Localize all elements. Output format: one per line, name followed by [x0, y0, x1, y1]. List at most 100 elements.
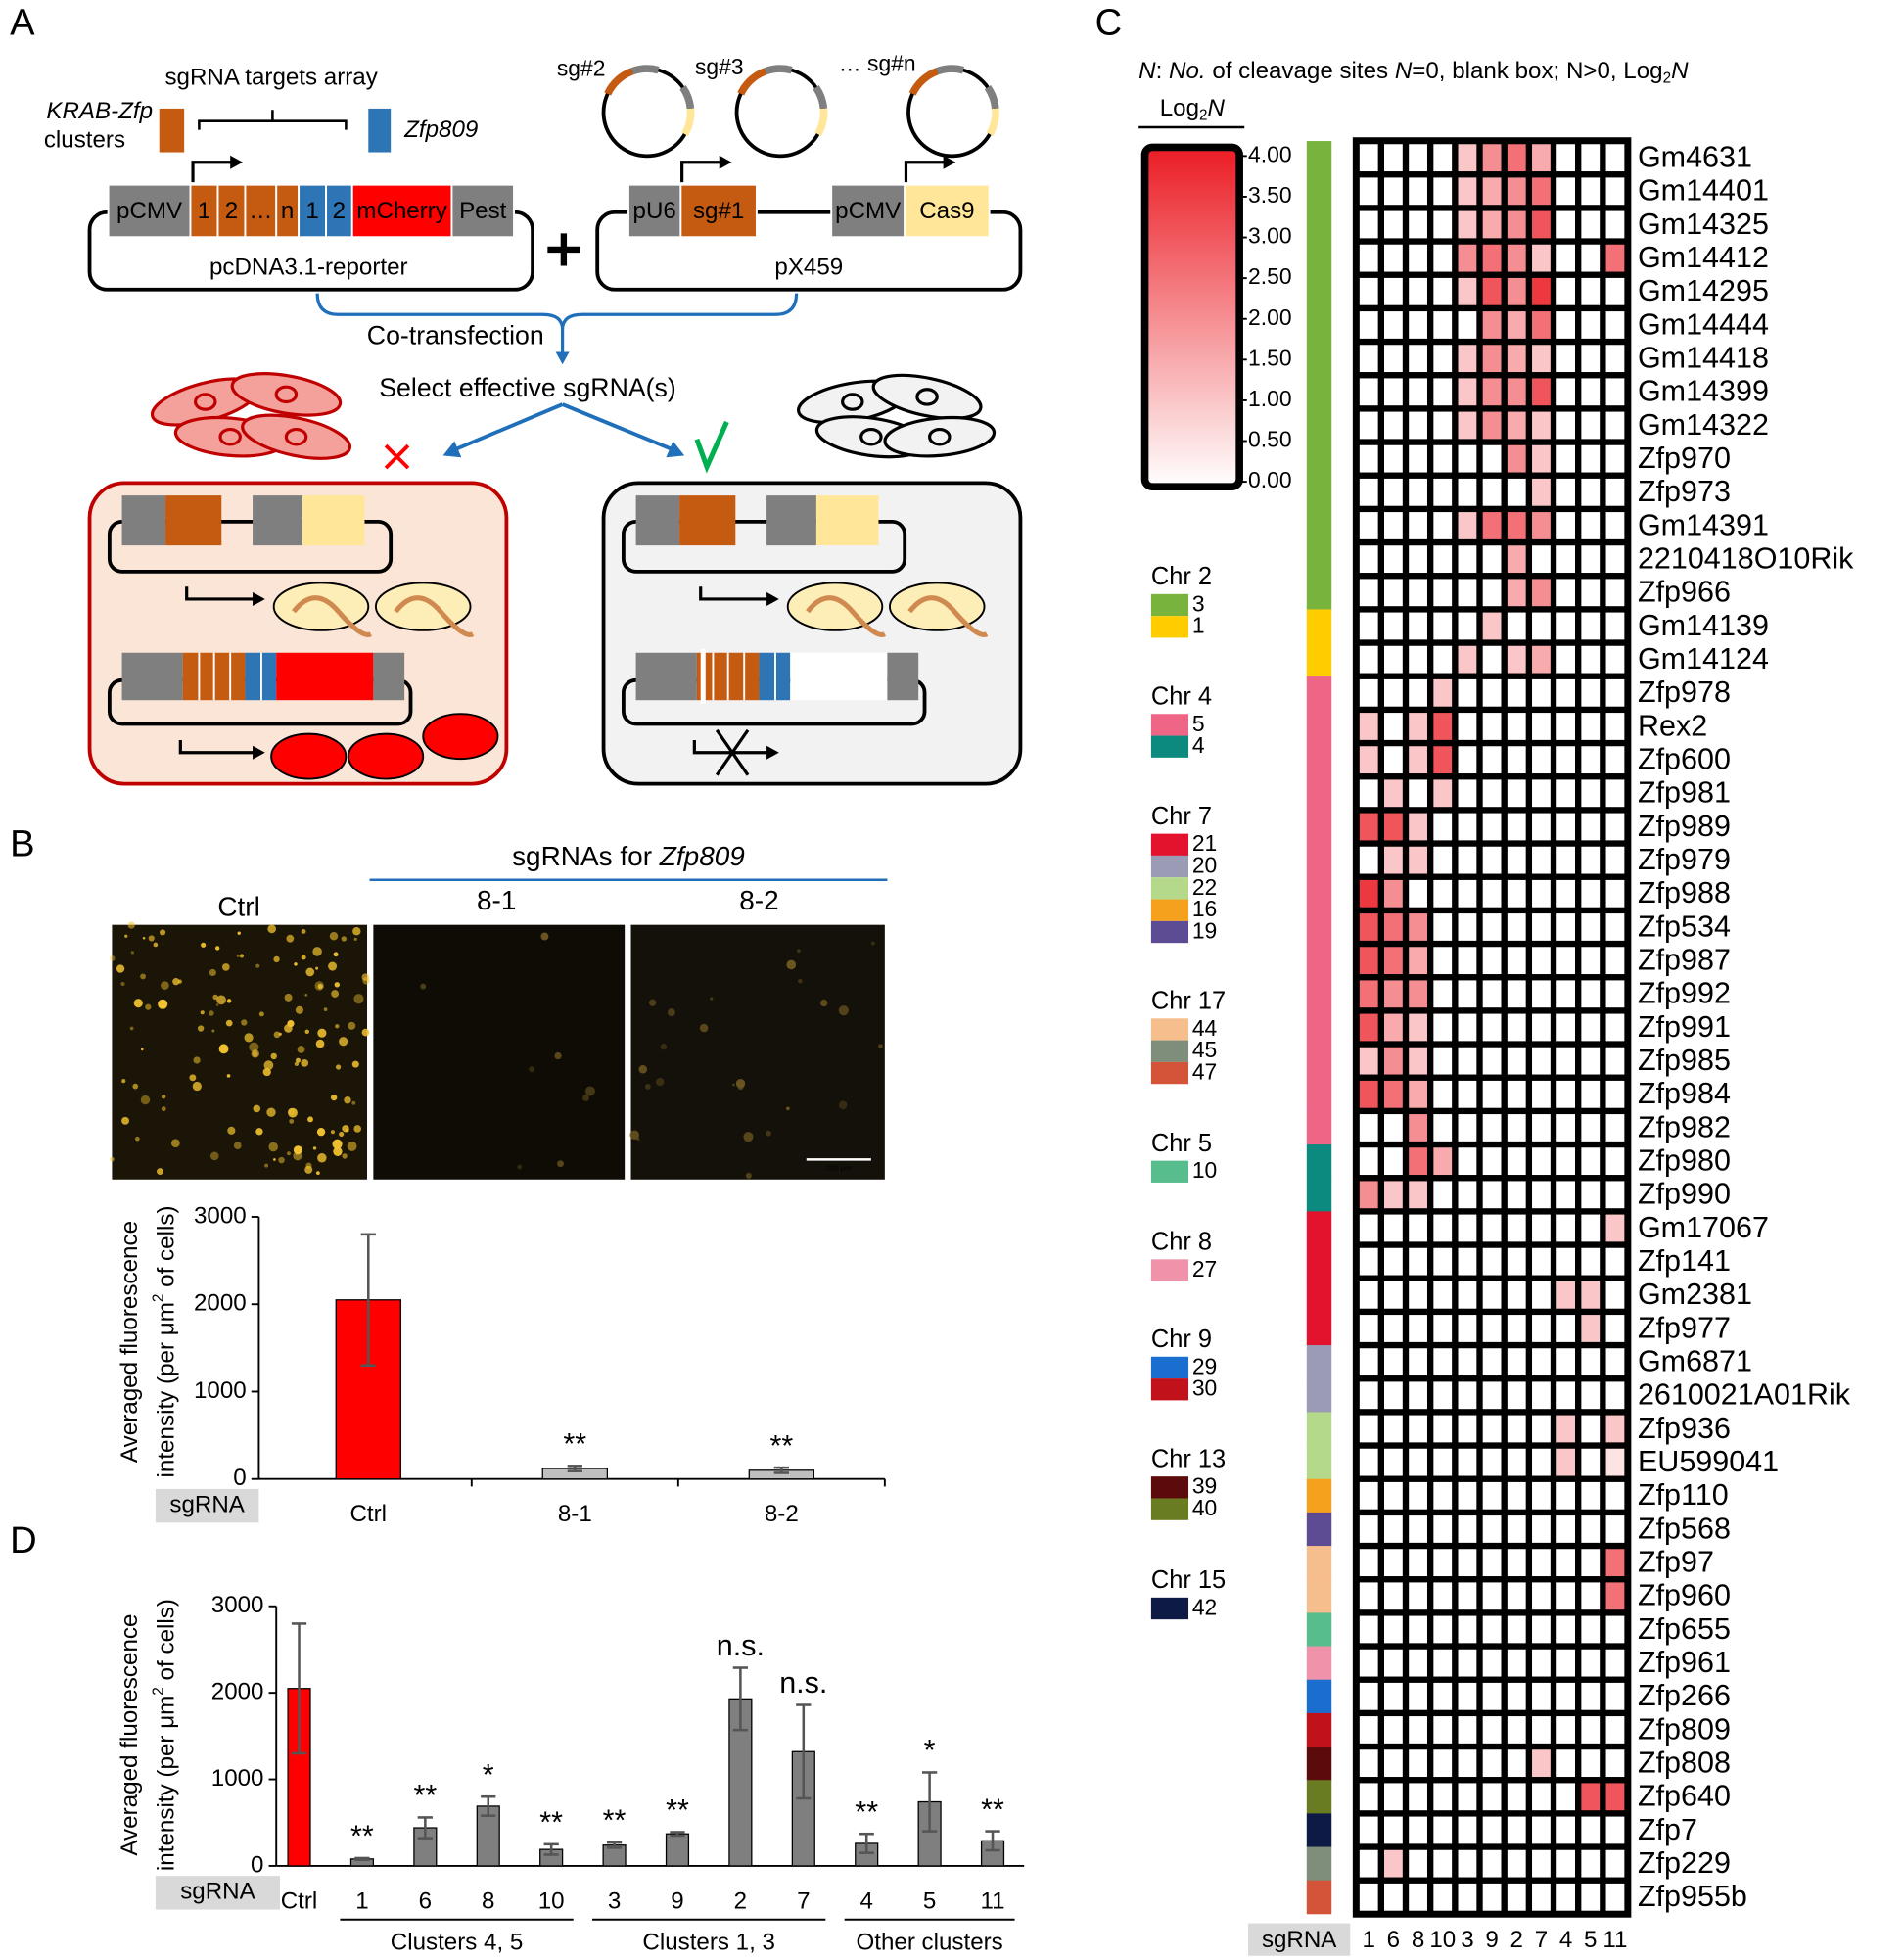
- connector: [315, 293, 799, 355]
- heatmap-cell: [1433, 1816, 1453, 1844]
- heatmap-cell: [1507, 1080, 1526, 1108]
- arrowhead: [666, 441, 685, 458]
- heatmap-cell: [1507, 1849, 1526, 1878]
- fluorescent-spot: [317, 983, 323, 990]
- fluorescent-spot: [233, 1142, 242, 1150]
- heatmap-cell: [1507, 1181, 1526, 1209]
- chromosome-color: [1306, 1010, 1332, 1045]
- heatmap-cell: [1409, 813, 1427, 841]
- chromosome-color: [1306, 1679, 1332, 1714]
- heatmap-cell: [1482, 612, 1502, 640]
- promoter-arrow: [178, 739, 255, 755]
- heatmap-cell: [1532, 277, 1551, 305]
- colorbar-tick-label: 0.50: [1248, 427, 1292, 452]
- heatmap-cell: [1433, 1749, 1453, 1778]
- heatmap-cell: [1359, 210, 1378, 239]
- heatmap-cell: [1384, 1415, 1403, 1443]
- row-label: Gm14325: [1638, 208, 1769, 241]
- heatmap-cell: [1384, 1281, 1403, 1309]
- promoter-arrow: [680, 161, 724, 183]
- heatmap-cell: [1433, 277, 1453, 305]
- arrowhead: [555, 351, 570, 365]
- heatmap-cell: [1458, 444, 1477, 473]
- heatmap-cell: [1556, 1849, 1576, 1878]
- fluorescent-spot: [870, 941, 875, 946]
- fluorescent-spot: [295, 1057, 302, 1063]
- fluorescent-spot: [157, 1168, 163, 1176]
- segment-label: 1: [305, 198, 318, 224]
- row-label: Zfp809: [1638, 1712, 1731, 1746]
- heatmap-cell: [1359, 612, 1378, 640]
- fluorescent-spot: [420, 983, 427, 990]
- heatmap-cell: [1359, 378, 1378, 406]
- heatmap-cell: [1433, 1481, 1453, 1510]
- heatmap-cell: [1605, 345, 1625, 373]
- heatmap-cell: [1359, 980, 1378, 1008]
- heatmap-cell: [1581, 1114, 1601, 1142]
- heatmap-cell: [1458, 411, 1477, 440]
- legend-title: Chr 13: [1151, 1445, 1226, 1472]
- heatmap-cell: [1384, 1816, 1403, 1844]
- heatmap-cell: [1556, 1281, 1576, 1309]
- legend-label: 22: [1192, 874, 1217, 900]
- column-label: 7: [1535, 1927, 1548, 1953]
- nucleus: [859, 427, 883, 446]
- heatmap-cell: [1482, 345, 1502, 373]
- nucleus: [284, 427, 308, 446]
- heatmap-cell: [1556, 713, 1576, 740]
- significance-label: *: [924, 1734, 936, 1767]
- reporter-segment: [121, 652, 183, 701]
- fluorescent-spot: [699, 1023, 709, 1033]
- row-label: Zfp978: [1638, 676, 1731, 709]
- heatmap-cell: [1532, 1214, 1551, 1242]
- heatmap-cell: [1507, 1013, 1526, 1042]
- fluorescent-spot: [351, 1060, 359, 1068]
- fluorescent-spot: [301, 1058, 309, 1067]
- y-axis-label-part: intensity (per μm: [154, 1696, 180, 1871]
- heatmap-cell: [1458, 746, 1477, 774]
- fluorescent-spot: [786, 959, 797, 970]
- legend-title: Chr 15: [1151, 1566, 1226, 1594]
- fluorescent-spot: [127, 921, 135, 929]
- legend-label: 3: [1192, 590, 1205, 616]
- heatmap-cell: [1605, 1181, 1625, 1209]
- x-tick-label: 8: [482, 1887, 494, 1914]
- fluorescent-spot: [347, 1141, 357, 1151]
- heatmap-cell: [1581, 1047, 1601, 1075]
- heatmap-cell: [1384, 1682, 1403, 1710]
- heatmap-cell: [1458, 311, 1477, 339]
- heatmap-cell: [1532, 1481, 1551, 1510]
- heatmap-cell: [1507, 846, 1526, 874]
- row-label: Zfp985: [1638, 1044, 1731, 1077]
- heatmap-cell: [1359, 244, 1378, 272]
- chromosome-color: [1306, 876, 1332, 911]
- heatmap-cell: [1605, 478, 1625, 506]
- y-axis-label: Averaged fluorescence: [116, 1221, 143, 1463]
- legend-swatch: [1150, 1259, 1189, 1281]
- heatmap-cell: [1359, 411, 1378, 440]
- heatmap-cell: [1482, 411, 1502, 440]
- heatmap-cell: [1433, 1147, 1453, 1176]
- heatmap-cell: [1581, 1549, 1601, 1577]
- px-segment: [121, 495, 166, 546]
- heatmap-cell: [1409, 1147, 1427, 1176]
- column-label: 6: [1387, 1927, 1400, 1953]
- heatmap-cell: [1605, 512, 1625, 539]
- fluorescent-spot: [333, 952, 339, 957]
- fluorescent-spot: [200, 1010, 205, 1015]
- header-part: of cleavage sites: [1206, 58, 1395, 84]
- fluorescent-spot: [263, 1060, 274, 1071]
- segment-label: 2: [225, 198, 238, 224]
- plasmid-label: sg#3: [695, 54, 744, 79]
- fluorescent-spot: [743, 1132, 754, 1142]
- fluorescent-spot: [667, 1008, 675, 1017]
- fluorescent-spot: [342, 1153, 348, 1159]
- heatmap-cell: [1409, 1582, 1427, 1610]
- heatmap-cell: [1384, 1515, 1403, 1543]
- fluorescent-spot: [273, 1031, 281, 1039]
- fluorescent-spot: [307, 1116, 313, 1123]
- heatmap-cell: [1556, 277, 1576, 305]
- plasmid-arc: [737, 68, 767, 96]
- heatmap-cell: [1581, 277, 1601, 305]
- plasmid-arc: [908, 68, 939, 96]
